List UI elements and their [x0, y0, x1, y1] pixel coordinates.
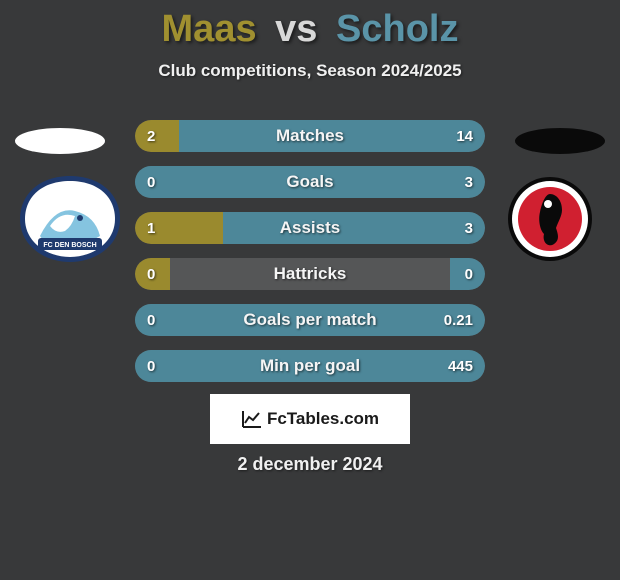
watermark-text: FcTables.com	[267, 409, 379, 429]
vs-text: vs	[275, 8, 317, 50]
stat-label: Matches	[135, 120, 485, 152]
stat-value-right: 0	[465, 258, 473, 290]
stat-value-right: 14	[456, 120, 473, 152]
club-badge-left: FC DEN BOSCH	[20, 176, 120, 262]
stat-row: Goals0 3	[135, 166, 485, 198]
stat-value-right: 3	[465, 166, 473, 198]
stat-value-left: 0	[147, 304, 155, 336]
date-text: 2 december 2024	[0, 454, 620, 475]
stats-bars: Matches214Goals03Assists13Hattricks00Goa…	[135, 120, 485, 396]
player2-name: Scholz	[336, 8, 458, 50]
stat-value-left: 1	[147, 212, 155, 244]
stat-label: Assists	[135, 212, 485, 244]
stat-value-left: 0	[147, 350, 155, 382]
stat-value-right: 0.21	[444, 304, 473, 336]
player2-oval	[515, 128, 605, 154]
stat-row: Matches2 14	[135, 120, 485, 152]
stat-row: Min per goal0 445	[135, 350, 485, 382]
player1-name: Maas	[162, 8, 257, 50]
stat-row: Goals per match0 0.21	[135, 304, 485, 336]
stat-label: Hattricks	[135, 258, 485, 290]
watermark: FcTables.com	[210, 394, 410, 444]
stat-row: Hattricks0 0	[135, 258, 485, 290]
stat-label: Goals per match	[135, 304, 485, 336]
stat-value-left: 2	[147, 120, 155, 152]
club-badge-right	[500, 176, 600, 262]
stat-row: Assists1 3	[135, 212, 485, 244]
stat-label: Min per goal	[135, 350, 485, 382]
stat-value-left: 0	[147, 166, 155, 198]
comparison-title: Maas vs Scholz	[0, 0, 620, 51]
player1-oval	[15, 128, 105, 154]
subtitle: Club competitions, Season 2024/2025	[0, 61, 620, 81]
stat-value-right: 445	[448, 350, 473, 382]
stat-value-left: 0	[147, 258, 155, 290]
stat-value-right: 3	[465, 212, 473, 244]
chart-icon	[241, 409, 263, 429]
svg-text:FC DEN BOSCH: FC DEN BOSCH	[43, 242, 96, 249]
stat-label: Goals	[135, 166, 485, 198]
